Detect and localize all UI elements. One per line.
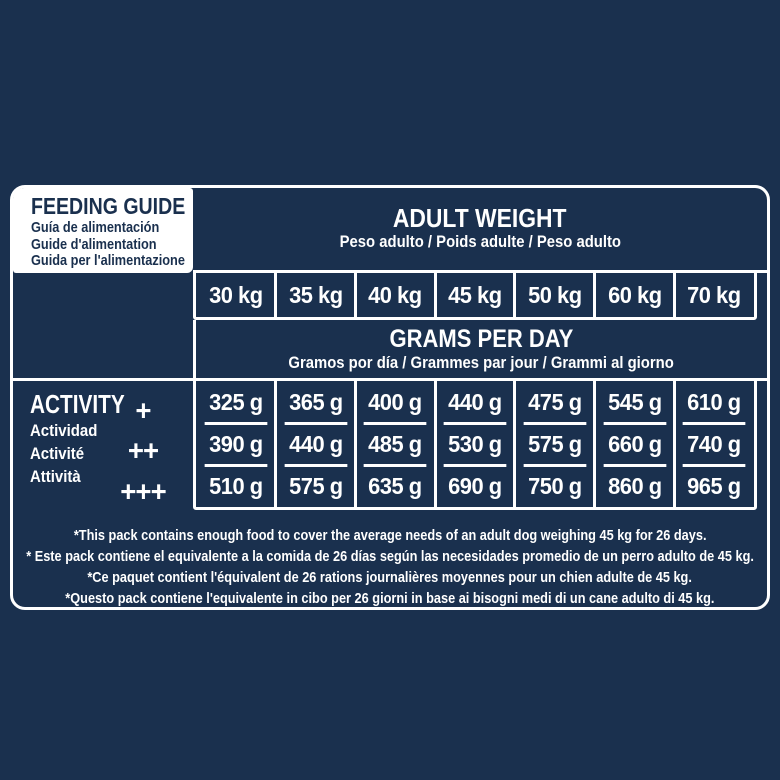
feeding-guide-subtitle: Guida per l'alimentazione [31, 252, 185, 269]
footnote-line: * Este pack contiene el equivalente a la… [26, 548, 754, 565]
column-divider [593, 381, 597, 507]
ration-cell: 400 g [357, 381, 433, 425]
weight-header-row: 30 kg 35 kg 40 kg 45 kg 50 kg 60 kg 70 kg [193, 270, 757, 320]
grams-per-day-subtitle: Gramos por día / Grammes par jour / Gram… [288, 354, 675, 372]
column-divider [274, 381, 278, 507]
activity-subtitle: Activité [30, 444, 85, 463]
activity-subtitles: Actividad Activité Attività [30, 419, 148, 488]
ration-cell: 860 g [607, 472, 662, 499]
ration-cell: 475 g [517, 381, 593, 425]
ration-cell: 325 g [198, 381, 274, 425]
feeding-guide-header-box: FEEDING GUIDE Guía de alimentación Guide … [13, 188, 193, 273]
weight-cell: 30 kg [209, 281, 263, 308]
ration-cell: 485 g [357, 423, 433, 467]
ration-cell: 510 g [209, 472, 263, 499]
feeding-guide-subtitle: Guide d'alimentation [31, 235, 157, 253]
ration-cell: 740 g [676, 423, 752, 467]
ration-cell: 575 g [517, 423, 593, 467]
weight-cell: 45 kg [448, 281, 502, 308]
weight-cell: 50 kg [527, 281, 582, 308]
feeding-guide-subtitles: Guía de alimentación Guide d'alimentation… [31, 219, 193, 270]
ration-cell: 545 g [597, 381, 673, 425]
ration-cell: 635 g [368, 472, 423, 499]
ration-cell: 690 g [448, 472, 502, 499]
activity-section: ACTIVITY Actividad Activité Attività 325 g… [13, 378, 767, 510]
ration-cell: 390 g [198, 423, 274, 467]
ration-cell: 365 g [278, 381, 354, 425]
footnote-line: *Questo pack contiene l'equivalente in c… [65, 590, 715, 607]
ration-cell: 440 g [437, 381, 513, 425]
adult-weight-band: ADULT WEIGHT Peso adulto / Poids adulte … [193, 188, 767, 273]
ration-cell: 575 g [288, 472, 343, 499]
column-divider [672, 273, 676, 317]
activity-label-block: ACTIVITY Actividad Activité Attività [30, 389, 148, 488]
feeding-guide-title: FEEDING GUIDE [31, 193, 186, 219]
activity-level-marker: +++ [120, 476, 166, 509]
activity-title: ACTIVITY [30, 389, 125, 419]
feeding-guide-subtitle: Guía de alimentación [31, 219, 160, 236]
grams-per-day-band: GRAMS PER DAY Gramos por día / Grammes p… [193, 320, 767, 378]
rations-grid: 325 g 365 g 400 g 440 g 475 g 545 g 610 g 390 g… [193, 378, 757, 510]
column-divider [672, 381, 676, 507]
column-divider [593, 273, 597, 317]
ration-cell: 530 g [437, 423, 513, 467]
weight-cell: 35 kg [288, 281, 343, 308]
adult-weight-subtitle: Peso adulto / Poids adulte / Peso adulto [339, 233, 621, 251]
ration-cell: 440 g [278, 423, 354, 467]
weight-cell: 70 kg [687, 281, 741, 308]
activity-subtitle: Actividad [30, 421, 98, 440]
column-divider [433, 381, 437, 507]
weight-cell: 40 kg [368, 281, 423, 308]
activity-level-marker: ++ [127, 435, 159, 468]
column-divider [274, 273, 278, 317]
adult-weight-title: ADULT WEIGHT [393, 203, 567, 233]
ration-cell: 660 g [597, 423, 673, 467]
ration-cell: 750 g [527, 472, 582, 499]
column-divider [353, 381, 357, 507]
activity-subtitle: Attività [30, 467, 81, 486]
grams-per-day-title: GRAMS PER DAY [389, 325, 574, 353]
column-divider [433, 273, 437, 317]
column-divider [353, 273, 357, 317]
ration-cell: 610 g [676, 381, 752, 425]
footnote-line: *Ce paquet contient l'équivalent de 26 r… [87, 569, 693, 586]
weight-cell: 60 kg [607, 281, 662, 308]
column-divider [513, 381, 517, 507]
feeding-guide-panel: FEEDING GUIDE Guía de alimentación Guide … [10, 185, 770, 610]
activity-level-marker: + [135, 395, 151, 428]
column-divider [513, 273, 517, 317]
footnotes: *This pack contains enough food to cover… [13, 510, 767, 607]
footnote-line: *This pack contains enough food to cover… [73, 527, 707, 544]
ration-cell: 965 g [687, 472, 741, 499]
